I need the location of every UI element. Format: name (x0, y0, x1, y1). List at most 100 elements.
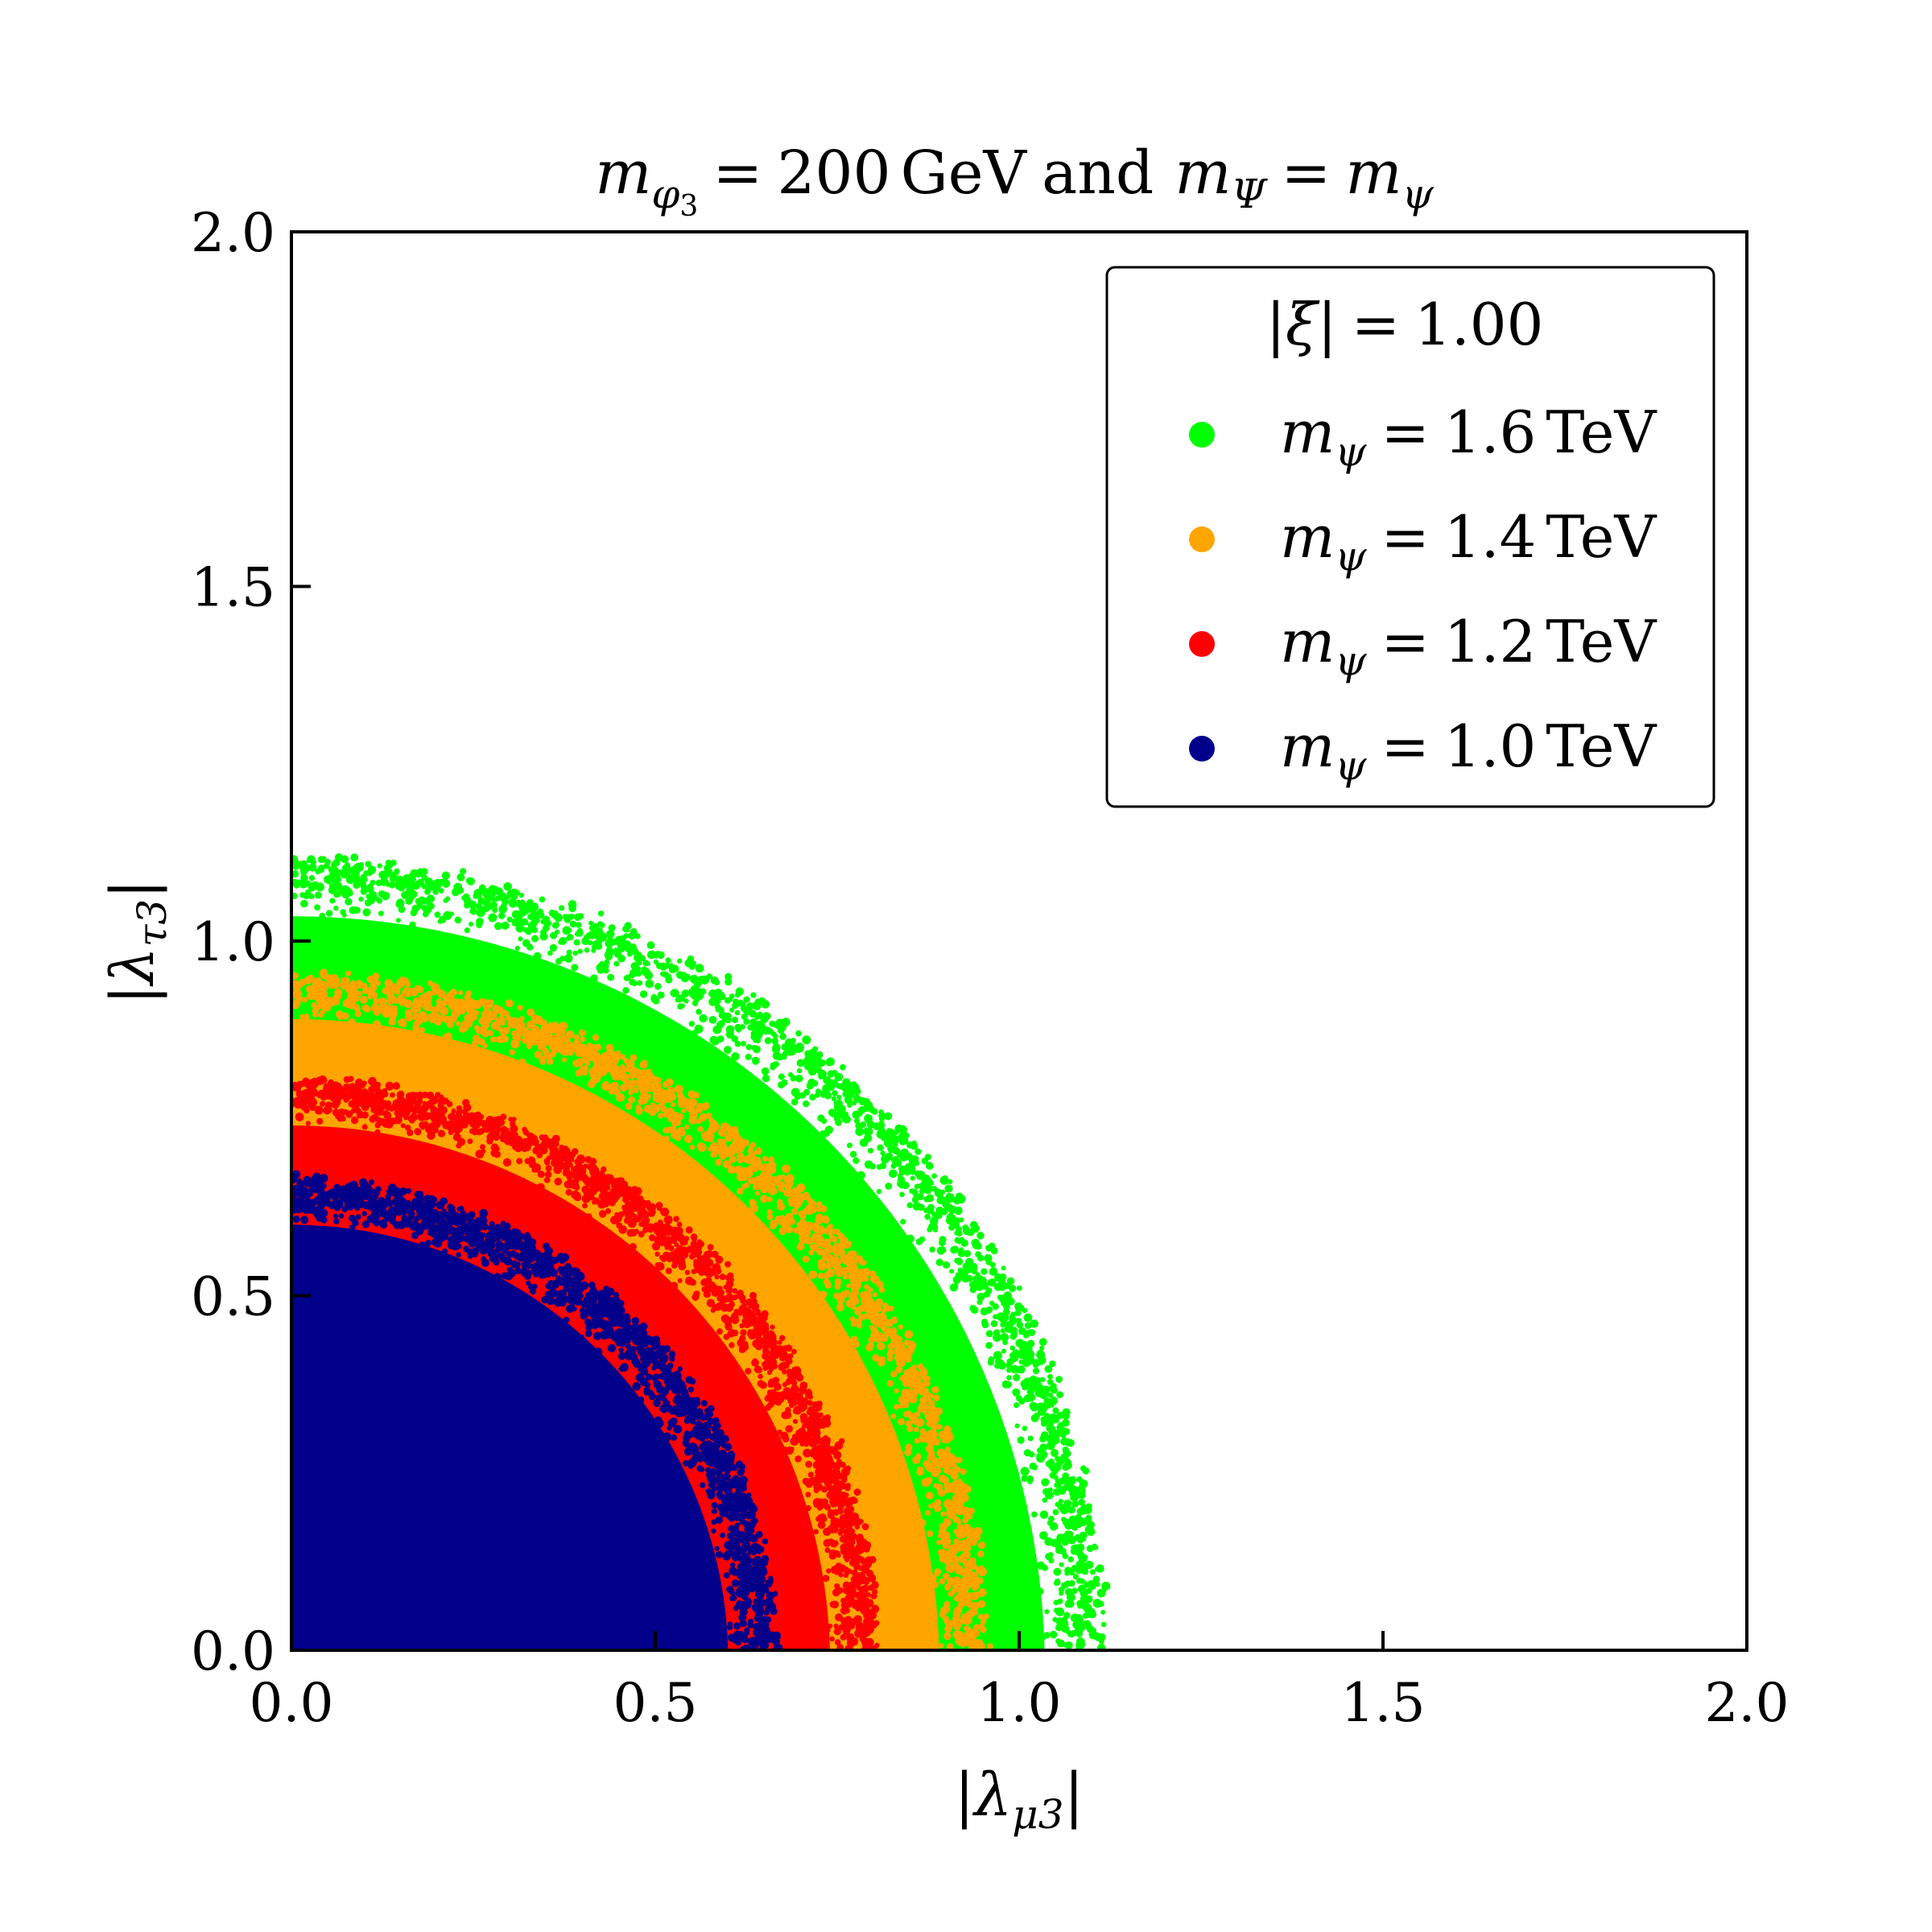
scatter-point (628, 1096, 635, 1104)
scatter-point (565, 1030, 575, 1039)
scatter-point (814, 1473, 822, 1481)
scatter-point (945, 1216, 954, 1225)
scatter-point (971, 1602, 980, 1610)
scatter-point (743, 1182, 749, 1188)
scatter-point (872, 1354, 880, 1362)
scatter-point (915, 1418, 925, 1427)
scatter-point (319, 912, 326, 919)
scatter-point (824, 1261, 832, 1269)
scatter-point (504, 1127, 510, 1133)
scatter-point (572, 950, 578, 956)
scatter-point (1042, 1393, 1048, 1399)
scatter-point (752, 1001, 761, 1010)
scatter-point (739, 1024, 745, 1030)
scatter-point (719, 1274, 726, 1281)
scatter-point (1047, 1487, 1053, 1493)
scatter-point (1097, 1643, 1106, 1650)
scatter-point (861, 1584, 869, 1593)
scatter-point (382, 1091, 389, 1098)
scatter-point (976, 1299, 983, 1306)
scatter-point (719, 1010, 725, 1016)
scatter-point (985, 1330, 993, 1338)
scatter-point (329, 1094, 336, 1102)
scatter-point (906, 1141, 914, 1149)
scatter-point (1067, 1486, 1073, 1492)
scatter-point (788, 1218, 796, 1225)
scatter-point (616, 940, 625, 948)
scatter-point (691, 1114, 697, 1121)
scatter-point (405, 1009, 413, 1017)
scatter-point (456, 873, 465, 881)
scatter-point (707, 1244, 714, 1251)
scatter-point (478, 1114, 485, 1120)
scatter-point (966, 1513, 973, 1520)
scatter-point (605, 939, 614, 948)
scatter-point (932, 1224, 939, 1229)
scatter-point (936, 1539, 942, 1546)
scatter-point (791, 1396, 797, 1403)
scatter-point (760, 1185, 769, 1194)
scatter-point (1037, 1587, 1044, 1595)
scatter-point (844, 1082, 852, 1090)
scatter-point (340, 909, 346, 915)
scatter-point (964, 1633, 972, 1642)
scatter-point (522, 1129, 529, 1136)
scatter-point (713, 997, 721, 1005)
scatter-point (1085, 1514, 1092, 1522)
scatter-point (876, 1188, 882, 1195)
scatter-point (588, 1068, 595, 1075)
scatter-point (348, 1075, 354, 1082)
scatter-point (724, 1323, 733, 1331)
scatter-point (917, 1381, 926, 1390)
scatter-point (501, 902, 507, 910)
scatter-point (889, 1169, 898, 1179)
scatter-point (1064, 1641, 1073, 1649)
scatter-point (977, 1276, 987, 1286)
scatter-point (764, 1037, 772, 1045)
scatter-point (388, 1018, 396, 1026)
scatter-point (395, 878, 402, 885)
scatter-point (505, 999, 514, 1008)
scatter-point (316, 1091, 324, 1099)
scatter-point (965, 1591, 973, 1600)
scatter-point (544, 1170, 552, 1179)
scatter-point (919, 1396, 928, 1405)
scatter-point (1036, 1454, 1045, 1463)
scatter-point (452, 1005, 461, 1013)
scatter-point (870, 1307, 877, 1314)
scatter-point (935, 1206, 944, 1216)
scatter-point (688, 1253, 696, 1260)
scatter-point (762, 1347, 770, 1355)
scatter-point (693, 1290, 700, 1298)
scatter-point (990, 1247, 998, 1255)
scatter-point (762, 1074, 770, 1083)
scatter-point (692, 1092, 700, 1099)
scatter-point (1059, 1591, 1064, 1596)
scatter-point (1017, 1285, 1022, 1291)
scatter-point (745, 1053, 752, 1060)
scatter-point (943, 1632, 952, 1641)
scatter-point (1039, 1377, 1046, 1383)
scatter-point (625, 1187, 634, 1196)
scatter-point (464, 993, 471, 1001)
scatter-point (623, 975, 630, 981)
scatter-point (853, 1615, 862, 1624)
scatter-point (1022, 1353, 1028, 1360)
scatter-point (854, 1308, 861, 1315)
scatter-point (945, 1446, 951, 1452)
scatter-point (595, 943, 603, 950)
scatter-point (808, 1270, 818, 1279)
scatter-point (778, 1227, 787, 1236)
scatter-point (373, 1098, 378, 1104)
scatter-point (595, 1077, 601, 1083)
scatter-point (1041, 1385, 1051, 1394)
scatter-point (1054, 1580, 1059, 1587)
scatter-point (403, 999, 413, 1009)
scatter-point (630, 947, 638, 956)
scatter-point (1000, 1328, 1005, 1334)
scatter-point (799, 1381, 808, 1390)
scatter-point (926, 1530, 934, 1538)
scatter-point (1022, 1426, 1028, 1431)
scatter-point (626, 1228, 635, 1237)
scatter-point (874, 1642, 880, 1649)
